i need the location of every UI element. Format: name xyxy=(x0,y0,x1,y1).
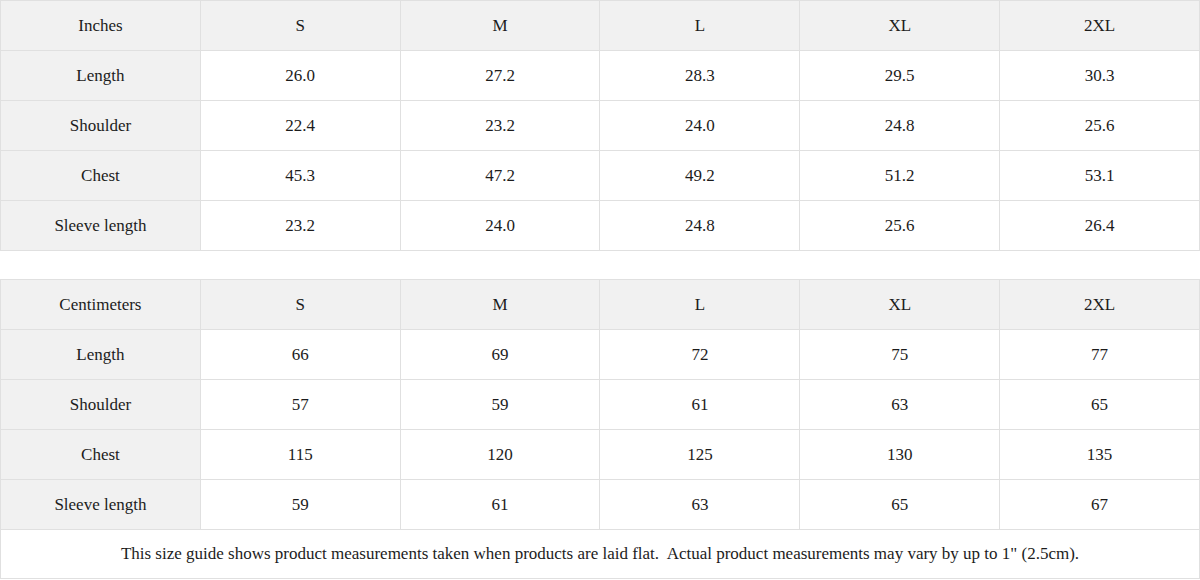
measurement-cell: 53.1 xyxy=(1000,151,1200,201)
size-header-row: CentimetersSMLXL2XL xyxy=(1,280,1200,330)
measurement-cell: 72 xyxy=(600,330,800,380)
unit-header: Centimeters xyxy=(1,280,201,330)
size-column-header: L xyxy=(600,1,800,51)
measurement-row: Chest115120125130135 xyxy=(1,430,1200,480)
size-column-header: M xyxy=(400,1,600,51)
measurement-cell: 66 xyxy=(200,330,400,380)
row-label: Length xyxy=(1,330,201,380)
measurement-cell: 59 xyxy=(200,480,400,530)
measurement-cell: 59 xyxy=(400,380,600,430)
measurement-cell: 28.3 xyxy=(600,51,800,101)
measurement-row: Shoulder5759616365 xyxy=(1,380,1200,430)
size-header-row: InchesSMLXL2XL xyxy=(1,1,1200,51)
measurement-row: Sleeve length5961636567 xyxy=(1,480,1200,530)
size-column-header: 2XL xyxy=(1000,280,1200,330)
measurement-cell: 75 xyxy=(800,330,1000,380)
row-label: Chest xyxy=(1,151,201,201)
measurement-cell: 120 xyxy=(400,430,600,480)
measurement-cell: 67 xyxy=(1000,480,1200,530)
measurement-cell: 25.6 xyxy=(800,201,1000,251)
measurement-cell: 30.3 xyxy=(1000,51,1200,101)
measurement-cell: 23.2 xyxy=(200,201,400,251)
measurement-cell: 24.8 xyxy=(800,101,1000,151)
measurement-cell: 26.0 xyxy=(200,51,400,101)
measurement-cell: 65 xyxy=(800,480,1000,530)
measurement-cell: 29.5 xyxy=(800,51,1000,101)
measurement-cell: 24.0 xyxy=(600,101,800,151)
measurement-row: Chest45.347.249.251.253.1 xyxy=(1,151,1200,201)
size-table-inches: InchesSMLXL2XLLength26.027.228.329.530.3… xyxy=(0,0,1200,251)
table-spacer xyxy=(0,251,1200,279)
measurement-cell: 57 xyxy=(200,380,400,430)
measurement-cell: 61 xyxy=(400,480,600,530)
row-label: Length xyxy=(1,51,201,101)
size-column-header: M xyxy=(400,280,600,330)
measurement-cell: 77 xyxy=(1000,330,1200,380)
measurement-cell: 49.2 xyxy=(600,151,800,201)
size-guide-note: This size guide shows product measuremen… xyxy=(0,530,1200,579)
measurement-cell: 25.6 xyxy=(1000,101,1200,151)
row-label: Sleeve length xyxy=(1,480,201,530)
measurement-row: Shoulder22.423.224.024.825.6 xyxy=(1,101,1200,151)
measurement-cell: 27.2 xyxy=(400,51,600,101)
size-column-header: XL xyxy=(800,280,1000,330)
measurement-cell: 45.3 xyxy=(200,151,400,201)
size-column-header: S xyxy=(200,280,400,330)
measurement-cell: 51.2 xyxy=(800,151,1000,201)
measurement-cell: 24.0 xyxy=(400,201,600,251)
row-label: Shoulder xyxy=(1,101,201,151)
measurement-cell: 61 xyxy=(600,380,800,430)
measurement-cell: 135 xyxy=(1000,430,1200,480)
size-column-header: XL xyxy=(800,1,1000,51)
row-label: Chest xyxy=(1,430,201,480)
measurement-cell: 22.4 xyxy=(200,101,400,151)
measurement-cell: 23.2 xyxy=(400,101,600,151)
unit-header: Inches xyxy=(1,1,201,51)
size-guide: InchesSMLXL2XLLength26.027.228.329.530.3… xyxy=(0,0,1200,580)
size-column-header: L xyxy=(600,280,800,330)
size-column-header: 2XL xyxy=(1000,1,1200,51)
row-label: Shoulder xyxy=(1,380,201,430)
measurement-row: Sleeve length23.224.024.825.626.4 xyxy=(1,201,1200,251)
row-label: Sleeve length xyxy=(1,201,201,251)
measurement-cell: 65 xyxy=(1000,380,1200,430)
measurement-cell: 63 xyxy=(600,480,800,530)
size-table-centimeters: CentimetersSMLXL2XLLength6669727577Shoul… xyxy=(0,279,1200,530)
measurement-cell: 63 xyxy=(800,380,1000,430)
measurement-cell: 24.8 xyxy=(600,201,800,251)
measurement-row: Length26.027.228.329.530.3 xyxy=(1,51,1200,101)
measurement-cell: 69 xyxy=(400,330,600,380)
measurement-cell: 47.2 xyxy=(400,151,600,201)
measurement-cell: 125 xyxy=(600,430,800,480)
measurement-cell: 26.4 xyxy=(1000,201,1200,251)
measurement-cell: 115 xyxy=(200,430,400,480)
size-column-header: S xyxy=(200,1,400,51)
measurement-row: Length6669727577 xyxy=(1,330,1200,380)
measurement-cell: 130 xyxy=(800,430,1000,480)
